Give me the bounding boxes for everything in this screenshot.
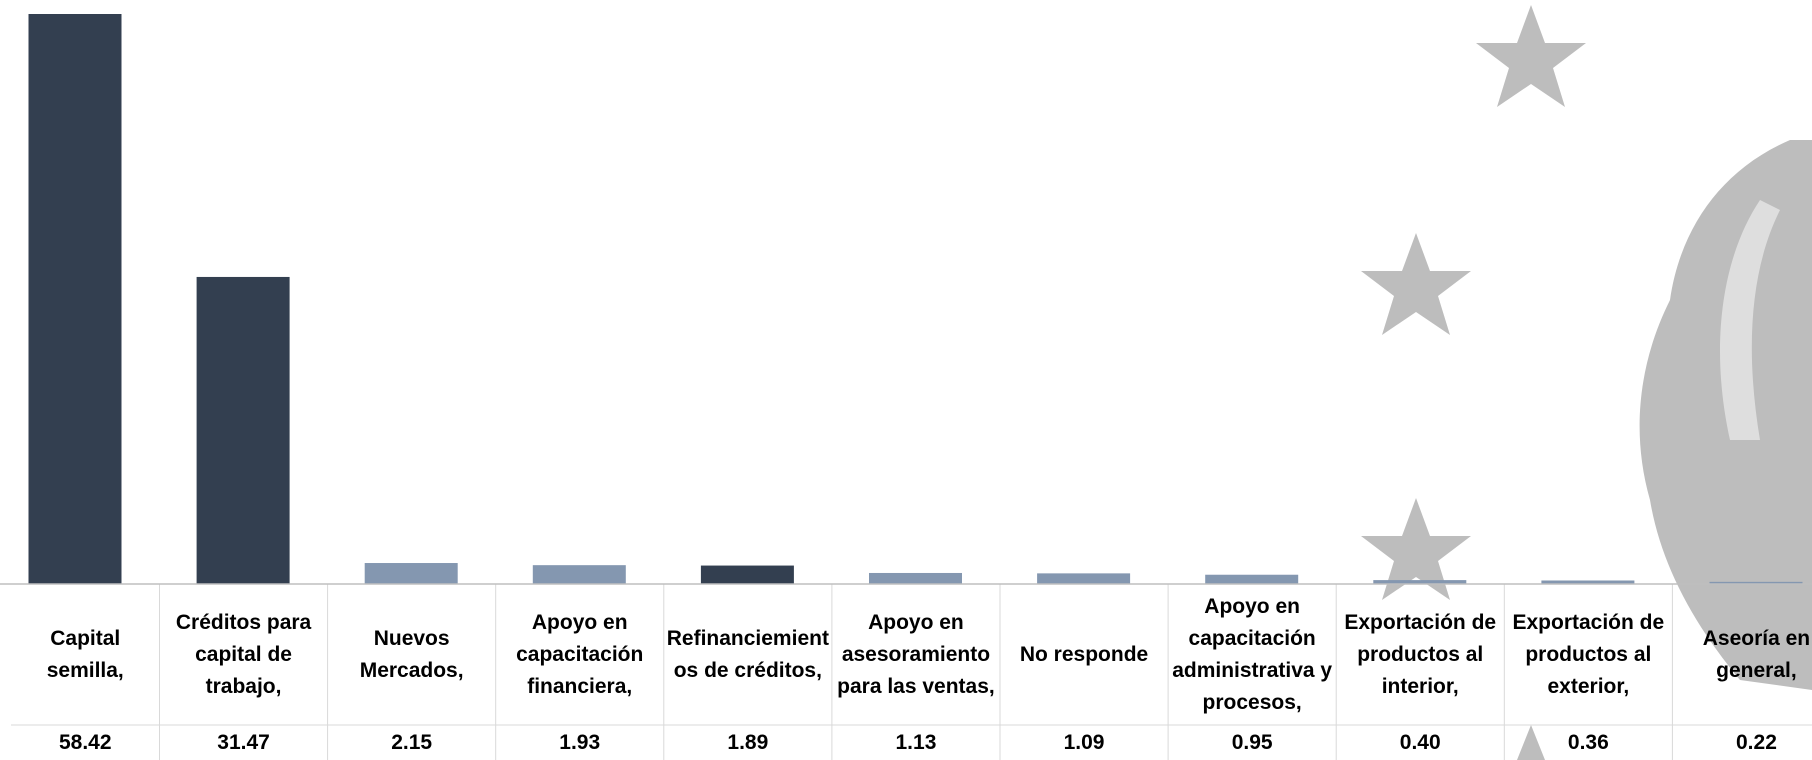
star	[1517, 725, 1545, 760]
bar	[1373, 580, 1467, 584]
emblem-detail	[1720, 200, 1780, 440]
star	[1361, 498, 1471, 600]
value-label: 58.42	[58, 730, 112, 754]
category-label: Apoyo en asesoramiento para las ventas,	[837, 610, 995, 698]
value-label: 0.36	[1567, 730, 1609, 754]
bar	[869, 572, 962, 584]
bar	[196, 276, 290, 584]
category-label: Aseoría en general,	[1702, 626, 1811, 682]
category-label: Apoyo en capacitación administrativa y p…	[1172, 594, 1333, 714]
category-label: No responde	[1019, 642, 1149, 666]
category-label: Refinanciemientos de créditos,	[666, 626, 829, 682]
star	[1476, 5, 1586, 107]
bar	[28, 14, 122, 584]
category-label: Capital semilla,	[46, 626, 124, 682]
category-label: Exportación de productos al interior,	[1344, 610, 1497, 698]
value-label: 31.47	[217, 730, 270, 754]
star	[1361, 233, 1471, 335]
value-label: 1.13	[895, 730, 937, 754]
bar	[1709, 581, 1803, 584]
value-label: 0.40	[1399, 730, 1441, 754]
value-label: 0.22	[1736, 730, 1777, 754]
category-label: Créditos para capital de trabajo,	[175, 610, 312, 698]
value-label: 0.95	[1231, 730, 1273, 754]
value-label: 1.93	[559, 730, 601, 754]
bar	[532, 565, 626, 584]
category-label: Exportación de productos al exterior,	[1512, 610, 1665, 698]
category-label: Apoyo en capacitación financiera,	[516, 610, 644, 698]
value-label: 2.15	[391, 730, 433, 754]
bar	[1037, 573, 1131, 584]
category-label: Nuevos Mercados,	[359, 626, 464, 682]
bar	[364, 563, 458, 584]
bar	[700, 565, 794, 584]
bar	[1205, 574, 1299, 584]
value-label: 1.09	[1063, 730, 1105, 754]
bar	[1541, 580, 1635, 584]
value-label: 1.89	[727, 730, 769, 754]
